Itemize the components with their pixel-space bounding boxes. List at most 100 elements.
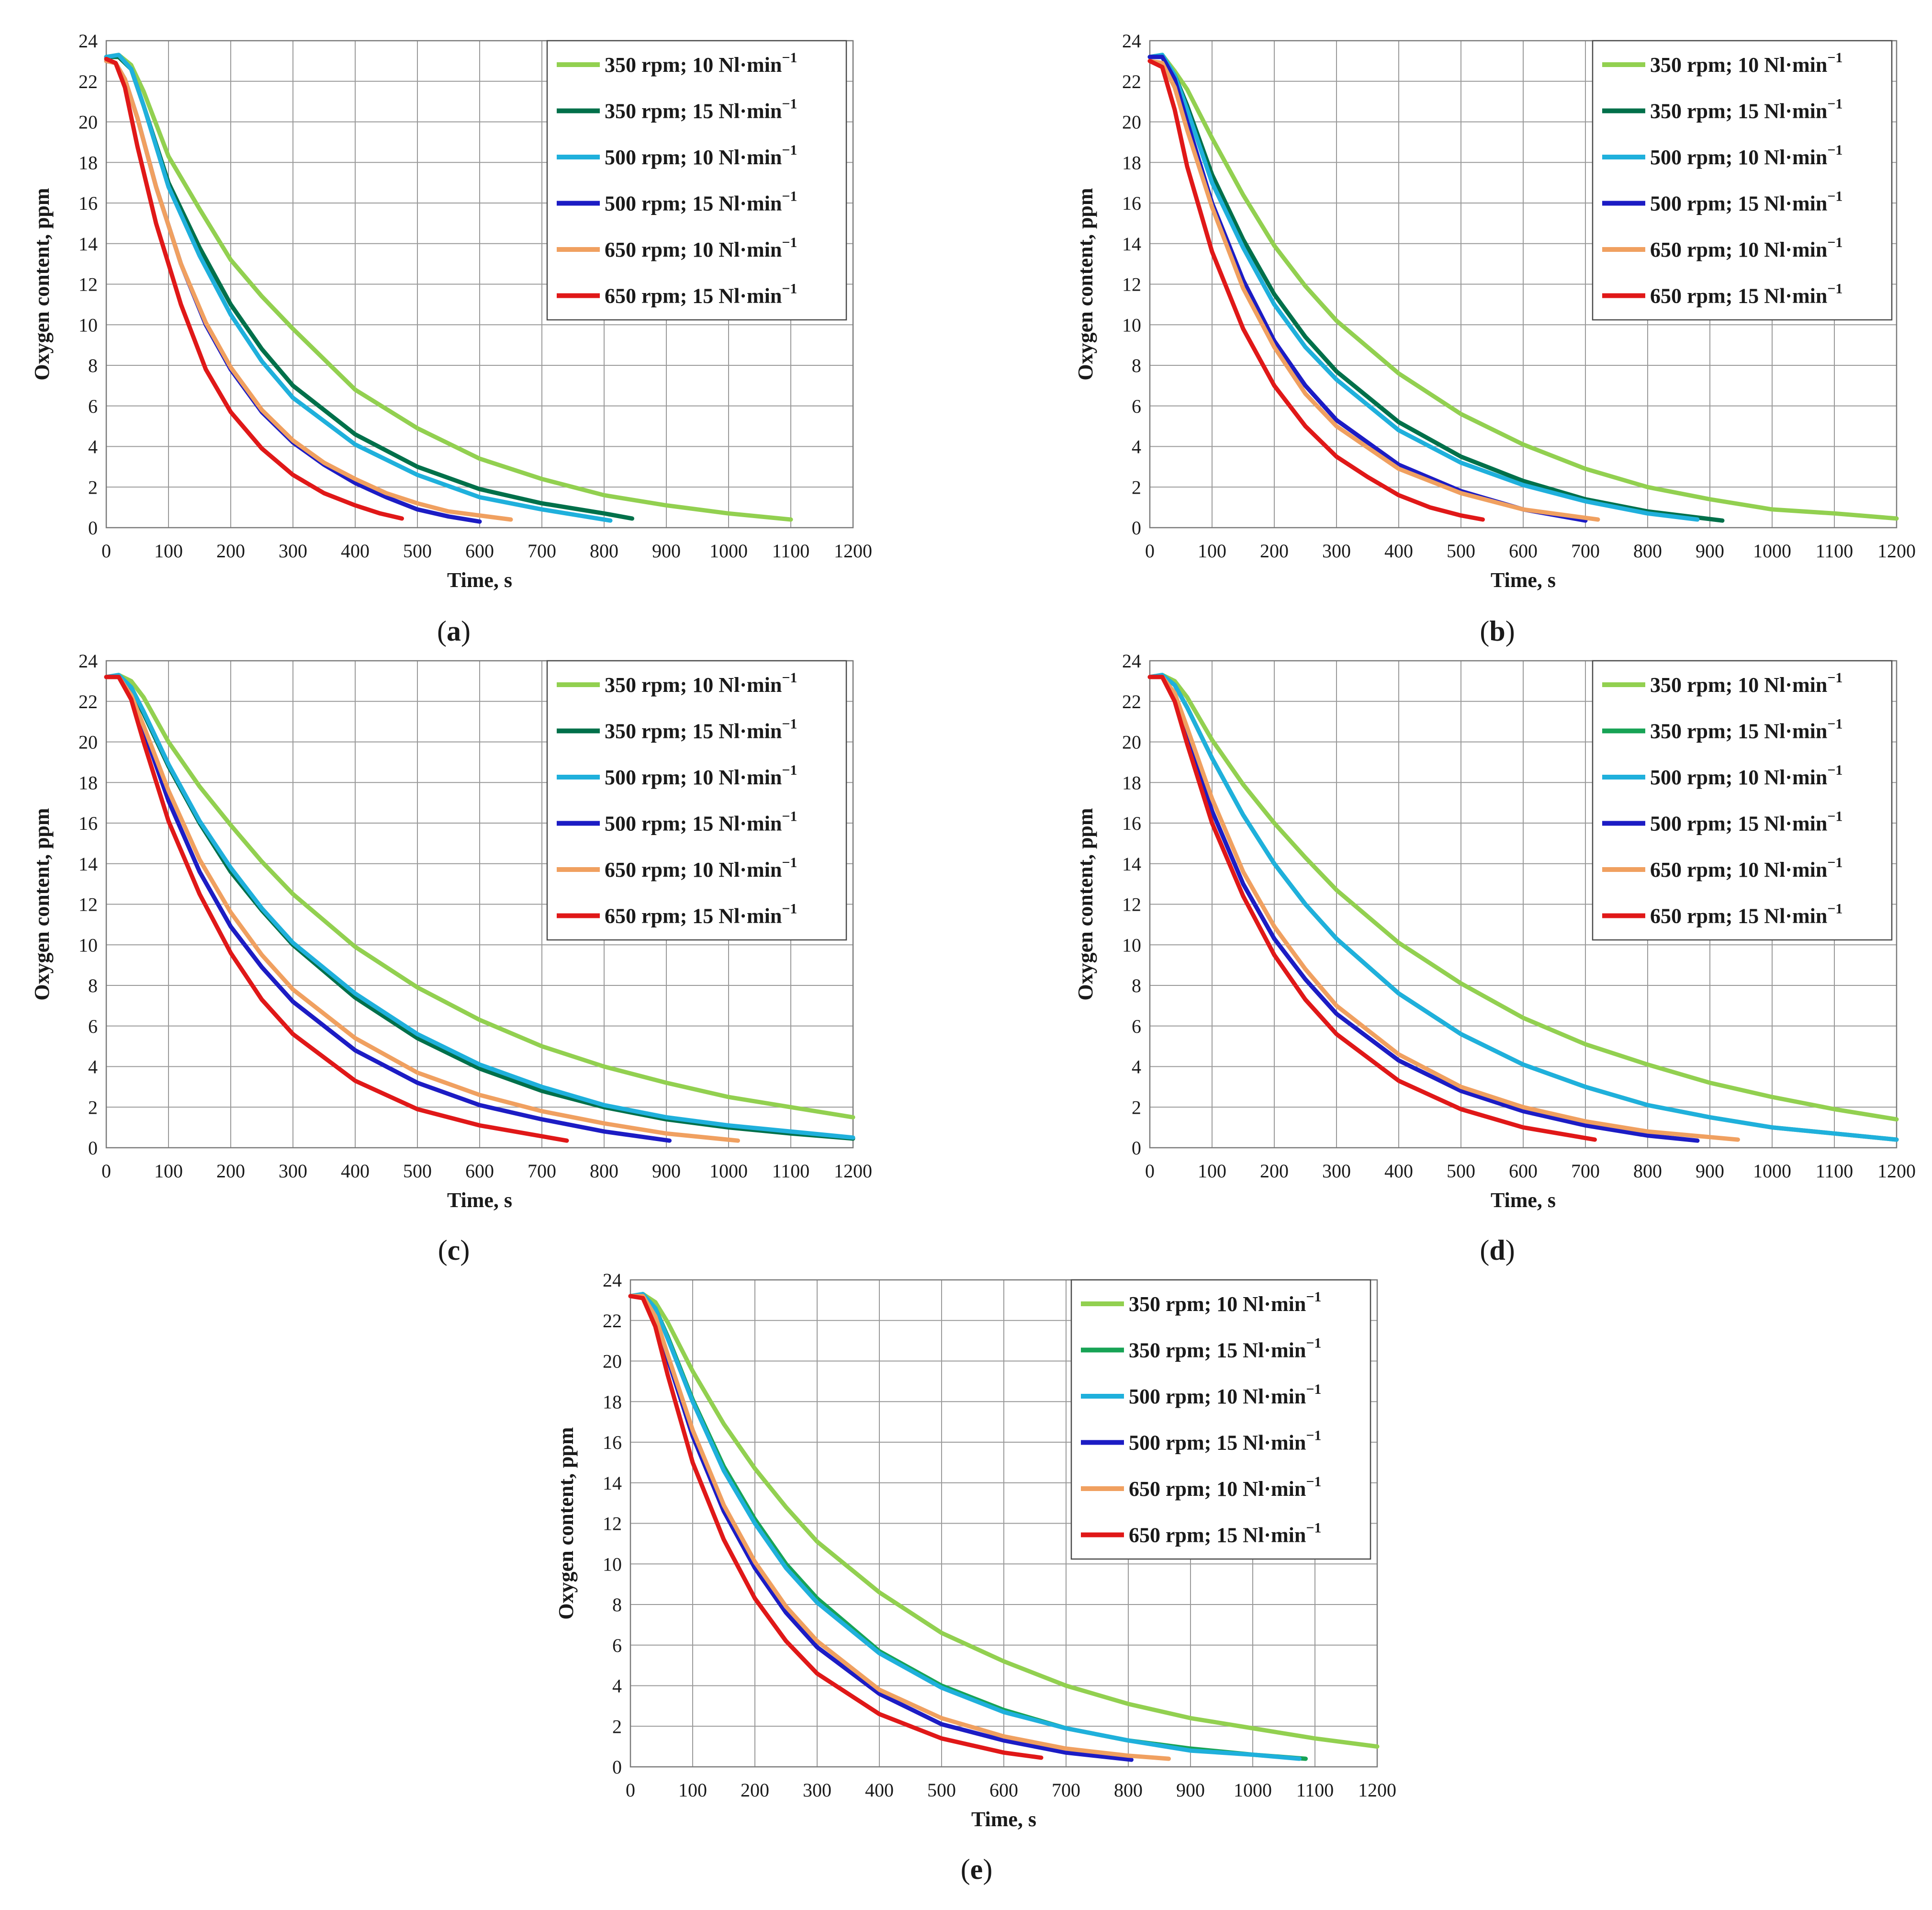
x-tick-label: 1000: [1753, 540, 1791, 562]
panel-label-text: ): [983, 1853, 992, 1885]
y-tick-label: 18: [1122, 152, 1141, 173]
legend-label-superscript: −1: [782, 855, 797, 870]
x-tick-label: 1100: [772, 540, 810, 562]
y-tick-label: 0: [1132, 1137, 1141, 1159]
legend-label-text: 650 rpm; 15 Nl·min: [1650, 904, 1827, 928]
x-tick-label: 0: [626, 1779, 635, 1801]
x-tick-label: 400: [341, 1160, 370, 1182]
plot-area: [105, 660, 854, 1149]
legend-label-text: 500 rpm; 10 Nl·min: [605, 146, 782, 169]
legend-label-superscript: −1: [1306, 1381, 1321, 1397]
x-tick-label: 200: [1260, 540, 1289, 562]
y-tick-label: 16: [1122, 813, 1141, 834]
legend-item: 650 rpm; 15 Nl·min−1: [1602, 901, 1842, 928]
x-tick-label: 200: [216, 1160, 245, 1182]
series-line-5: [1147, 675, 1740, 1142]
series-group: [1147, 53, 1899, 523]
series-line-1: [1147, 53, 1899, 521]
legend-label-text: 500 rpm; 15 Nl·min: [605, 192, 782, 215]
x-tick-label: 900: [1176, 1779, 1205, 1801]
y-tick-label: 20: [1122, 732, 1141, 753]
y-tick-label: 8: [612, 1594, 622, 1616]
y-tick-label: 20: [79, 732, 98, 753]
y-tick-label: 6: [88, 1016, 98, 1037]
plot-area: [629, 1279, 1378, 1768]
legend-label-superscript: −1: [1306, 1520, 1321, 1536]
series-group: [104, 673, 855, 1143]
panel-label-text: ): [1505, 615, 1515, 647]
legend-label-superscript: −1: [782, 142, 797, 158]
x-axis-title: Time, s: [447, 568, 512, 592]
panel-label-letter: d: [1489, 1234, 1505, 1266]
legend-label-text: 650 rpm; 10 Nl·min: [605, 238, 782, 261]
legend-label-superscript: −1: [1827, 189, 1842, 204]
series-line-1: [104, 673, 855, 1119]
legend-label-superscript: −1: [1827, 50, 1842, 66]
x-tick-label: 500: [403, 540, 432, 562]
x-tick-label: 1200: [834, 540, 872, 562]
series-line-6: [104, 675, 569, 1143]
legend-label-text: 500 rpm; 15 Nl·min: [1650, 192, 1827, 215]
legend-label: 500 rpm; 10 Nl·min−1: [1650, 142, 1842, 169]
legend-label-superscript: −1: [782, 235, 797, 250]
y-tick-label: 10: [1122, 314, 1141, 336]
panel-label-text: (: [961, 1853, 970, 1885]
x-axis-title: Time, s: [971, 1808, 1036, 1831]
x-tick-label: 300: [279, 1160, 307, 1182]
legend-label-superscript: −1: [1827, 809, 1842, 825]
legend-label-superscript: −1: [1827, 235, 1842, 250]
legend-item: 500 rpm; 10 Nl·min−1: [557, 142, 797, 169]
y-tick-label: 14: [603, 1472, 622, 1494]
legend-label-text: 650 rpm; 15 Nl·min: [605, 904, 782, 928]
x-tick-label: 600: [465, 1160, 494, 1182]
legend-box: [1070, 1279, 1371, 1560]
x-tick-label: 900: [1696, 540, 1724, 562]
legend-item: 650 rpm; 15 Nl·min−1: [557, 901, 797, 928]
x-tick-label: 700: [528, 540, 556, 562]
legend-label: 500 rpm; 15 Nl·min−1: [605, 809, 797, 836]
legend-label: 650 rpm; 10 Nl·min−1: [1650, 235, 1842, 261]
legend-label: 650 rpm; 10 Nl·min−1: [1129, 1474, 1321, 1501]
legend-label-text: 500 rpm; 10 Nl·min: [605, 766, 782, 789]
y-tick-label: 22: [79, 71, 98, 92]
x-tick-label: 1200: [1358, 1779, 1396, 1801]
x-tick-label: 900: [652, 1160, 681, 1182]
legend-label-text: 650 rpm; 10 Nl·min: [1129, 1477, 1306, 1501]
legend-label-text: 350 rpm; 10 Nl·min: [1129, 1292, 1306, 1316]
legend-label-superscript: −1: [1827, 716, 1842, 732]
series-line-1: [104, 53, 793, 522]
legend-label: 500 rpm; 15 Nl·min−1: [605, 189, 797, 215]
y-tick-label: 20: [1122, 112, 1141, 133]
legend-label-text: 650 rpm; 10 Nl·min: [1650, 238, 1827, 261]
x-tick-label: 800: [1114, 1779, 1143, 1801]
legend-label: 650 rpm; 10 Nl·min−1: [1650, 855, 1842, 882]
legend-label-text: 350 rpm; 10 Nl·min: [1650, 53, 1827, 77]
y-tick-label: 24: [79, 30, 98, 52]
legend-item: 350 rpm; 15 Nl·min−1: [557, 96, 797, 123]
y-tick-label: 18: [1122, 772, 1141, 793]
legend-label: 350 rpm; 10 Nl·min−1: [1129, 1289, 1321, 1316]
legend-label-superscript: −1: [782, 809, 797, 825]
y-axis-title: Oxygen content, ppm: [1074, 808, 1097, 1000]
series-group: [104, 53, 793, 524]
plot-area: [105, 40, 854, 529]
y-tick-label: 12: [603, 1513, 622, 1535]
y-tick-label: 18: [79, 772, 98, 793]
y-tick-label: 20: [603, 1351, 622, 1372]
legend-item: 350 rpm; 15 Nl·min−1: [1081, 1335, 1321, 1362]
legend-item: 350 rpm; 15 Nl·min−1: [1602, 716, 1842, 743]
series-line-6: [628, 1294, 1044, 1760]
panel-label-letter: a: [447, 615, 461, 647]
y-tick-label: 24: [79, 650, 98, 672]
legend-item: 650 rpm; 10 Nl·min−1: [1602, 235, 1842, 261]
legend-label: 500 rpm; 15 Nl·min−1: [1650, 809, 1842, 836]
x-tick-label: 0: [1145, 1160, 1155, 1182]
legend-label: 500 rpm; 10 Nl·min−1: [1650, 762, 1842, 789]
legend-item: 650 rpm; 10 Nl·min−1: [557, 235, 797, 261]
legend-label: 650 rpm; 10 Nl·min−1: [605, 235, 797, 261]
legend-label-text: 500 rpm; 10 Nl·min: [1129, 1385, 1306, 1408]
y-tick-label: 4: [1132, 436, 1141, 458]
legend-item: 500 rpm; 15 Nl·min−1: [1081, 1428, 1321, 1455]
x-tick-label: 0: [101, 1160, 111, 1182]
